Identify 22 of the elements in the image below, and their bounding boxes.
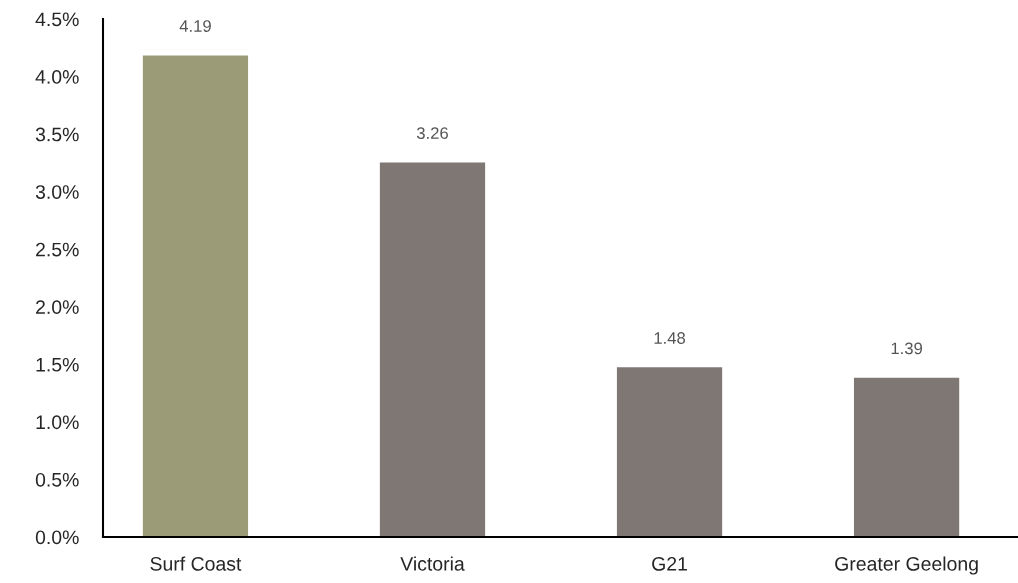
data-label: 1.48 xyxy=(654,332,686,344)
x-tick-label: Greater Geelong xyxy=(835,556,978,575)
y-tick-label: 4.5% xyxy=(35,12,79,27)
y-tick-label: 2.5% xyxy=(36,242,79,257)
x-tick-label: Surf Coast xyxy=(150,556,242,571)
x-tick-label: G21 xyxy=(652,556,687,571)
bar xyxy=(378,161,487,537)
data-label: 3.26 xyxy=(416,127,448,139)
y-tick-label: 1.5% xyxy=(36,357,79,372)
y-tick-label: 1.0% xyxy=(36,415,79,430)
bar xyxy=(141,53,250,537)
bar xyxy=(615,365,724,537)
y-tick-label: 2.0% xyxy=(36,300,79,315)
y-tick-label: 0.0% xyxy=(35,530,79,545)
y-tick-label: 0.5% xyxy=(35,472,79,487)
bar xyxy=(852,376,961,537)
data-label: 4.19 xyxy=(179,20,211,32)
y-tick-label: 4.0% xyxy=(35,70,79,84)
x-tick-label: Victoria xyxy=(400,556,465,571)
y-tick-label: 3.5% xyxy=(35,127,79,142)
data-label: 1.39 xyxy=(891,342,923,355)
y-tick-label: 3.0% xyxy=(35,185,79,199)
